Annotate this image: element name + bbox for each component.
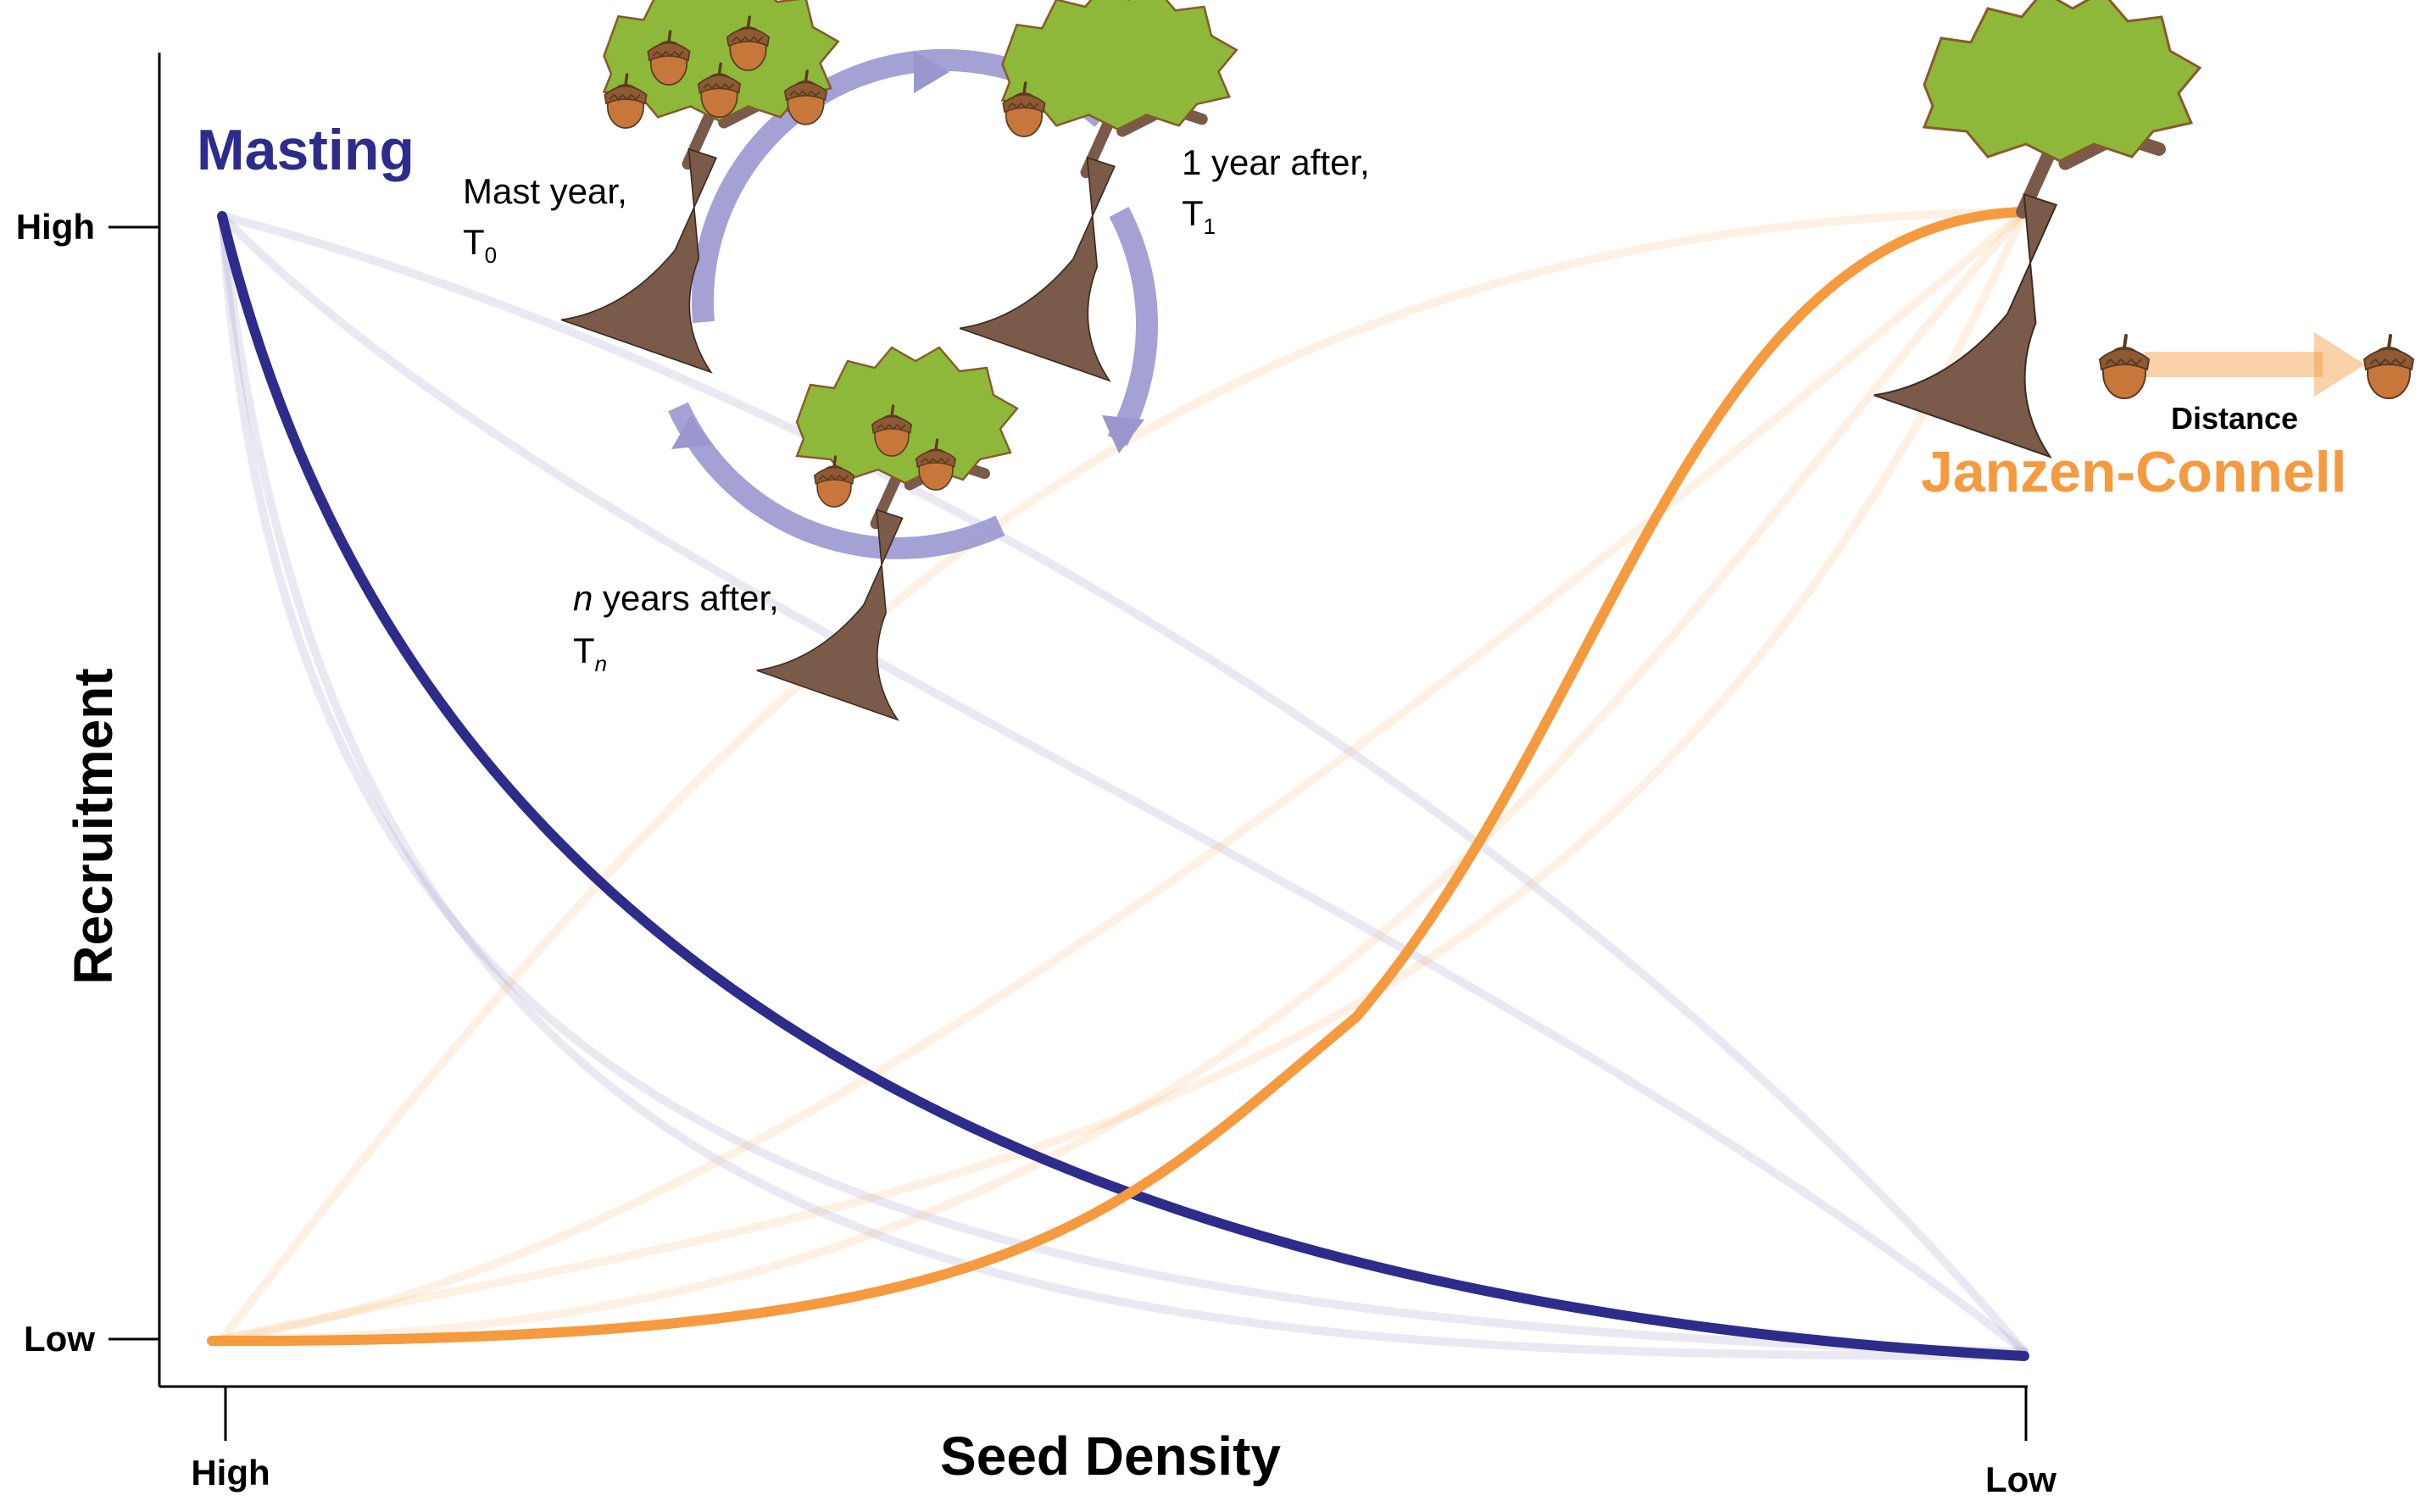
- faded-masting-curve: [218, 212, 2029, 1360]
- t0-label: Mast year, T0: [463, 171, 637, 268]
- faded-jc-curve: [218, 208, 2029, 1343]
- distance-label: Distance: [2171, 401, 2298, 436]
- x-axis-title: Seed Density: [940, 1426, 1281, 1487]
- cycle-arrowhead: [671, 415, 712, 449]
- cycle-arrowhead: [914, 51, 949, 93]
- acorn-icon: [2098, 334, 2151, 400]
- t1-sub: 1: [1204, 214, 1216, 239]
- faded-masting-curve: [218, 212, 2029, 1356]
- x-tick-label-high: High: [191, 1453, 270, 1493]
- faded-jc-curve: [218, 208, 2029, 1343]
- cycle-arrowheads: [671, 51, 1144, 453]
- faded-jc-curve: [218, 208, 2029, 1343]
- y-tick-label-high: High: [16, 207, 95, 247]
- masting-curve: [217, 211, 2029, 1361]
- acorn-icon: [2363, 334, 2415, 400]
- janzen-connell-curve: [207, 207, 2029, 1347]
- faded-janzen-connell-curves: [218, 208, 2029, 1343]
- t0-line1: Mast year,: [463, 171, 627, 211]
- faded-masting-curves: [218, 212, 2029, 1360]
- tn-italic: n: [573, 578, 593, 618]
- t1-label: 1 year after, T1: [1182, 142, 1379, 239]
- axes: [109, 53, 2028, 1441]
- t1-base: T: [1182, 193, 1204, 233]
- distance-arrow-icon: [2145, 332, 2365, 397]
- tn-line1: years after,: [593, 578, 778, 618]
- faded-jc-curve: [218, 208, 2029, 1343]
- y-axis-title: Recruitment: [63, 668, 124, 984]
- masting-label: Masting: [197, 118, 415, 182]
- t1-line1: 1 year after,: [1182, 142, 1370, 182]
- cycle-arrowhead: [1102, 415, 1144, 453]
- x-tick-label-low: Low: [1985, 1459, 2056, 1499]
- tn-sub: n: [595, 651, 607, 676]
- faded-masting-curve: [218, 212, 2029, 1356]
- faded-masting-curve: [218, 212, 2029, 1356]
- tn-label: n years after, Tn: [573, 578, 788, 676]
- janzen-connell-label: Janzen-Connell: [1921, 440, 2347, 504]
- tn-base: T: [573, 631, 595, 670]
- t0-base: T: [463, 222, 485, 262]
- y-tick-label-low: Low: [24, 1319, 95, 1359]
- t0-sub: 0: [485, 242, 497, 268]
